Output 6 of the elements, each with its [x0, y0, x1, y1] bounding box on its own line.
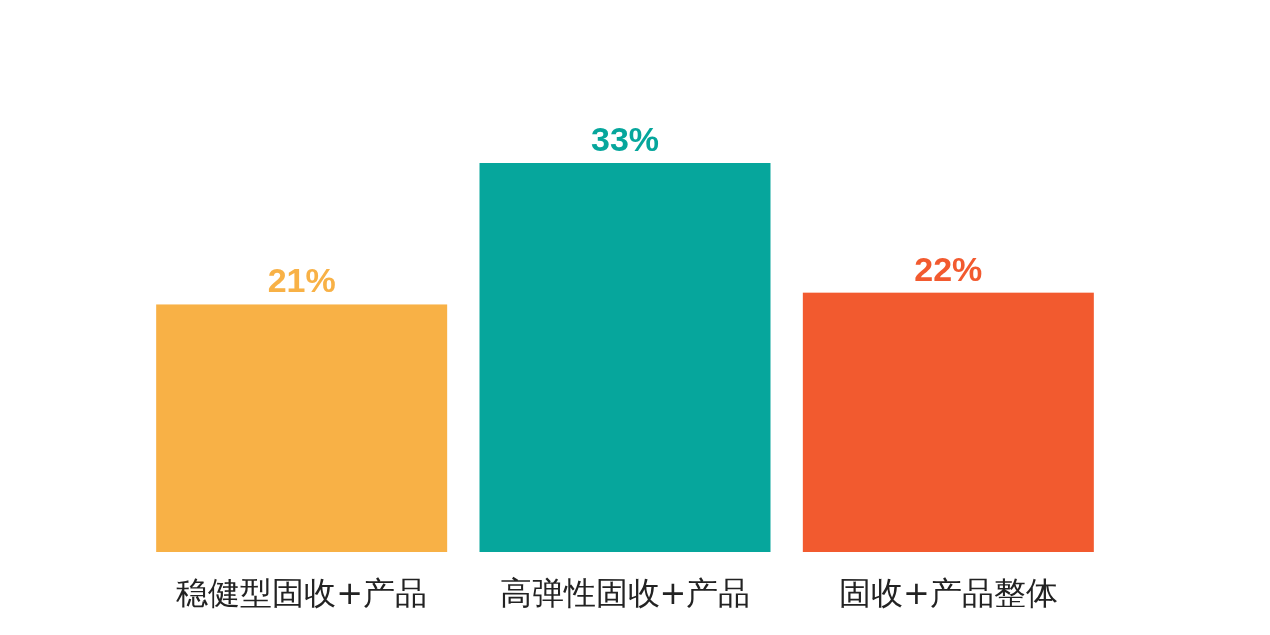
x-tick-label: 固收+产品整体: [838, 574, 1058, 612]
data-label: 22%: [914, 249, 983, 288]
x-tick-label: 稳健型固收+产品: [176, 574, 428, 612]
data-label: 33%: [590, 120, 660, 158]
data-label: 21%: [267, 261, 336, 300]
x-tick-label: 高弹性固收+产品: [499, 574, 751, 612]
